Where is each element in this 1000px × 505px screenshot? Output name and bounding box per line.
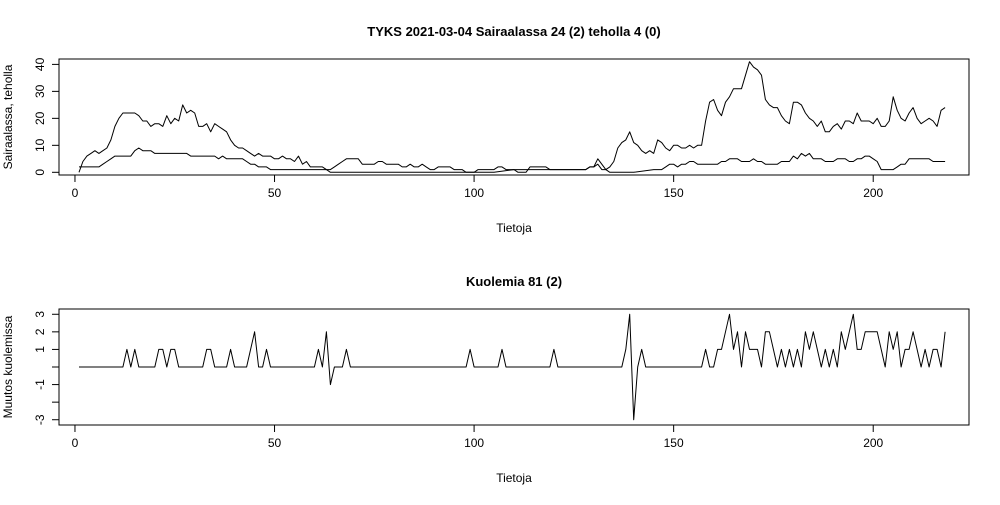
hospital-y-tick-label: 40 bbox=[33, 57, 47, 71]
panel-deaths-series bbox=[79, 313, 946, 421]
panel-deaths-x-axis-label: Tietoja bbox=[496, 471, 532, 485]
panel-deaths: Kuolemia 81 (2) Tietoja Muutos kuolemiss… bbox=[1, 274, 970, 485]
panel-deaths-y-axis-label: Muutos kuolemissa bbox=[1, 315, 15, 418]
hospital-y-tick-label: 20 bbox=[33, 111, 47, 125]
panel-hospital-title: TYKS 2021-03-04 Sairaalassa 24 (2) tehol… bbox=[367, 24, 660, 39]
hospital-x-tick-label: 50 bbox=[268, 186, 282, 200]
hospital-x-tick-label: 100 bbox=[464, 186, 484, 200]
panel-hospital-x-axis-label: Tietoja bbox=[496, 221, 532, 235]
panel-hospital: TYKS 2021-03-04 Sairaalassa 24 (2) tehol… bbox=[1, 24, 970, 235]
deaths-y-tick-label: 1 bbox=[33, 346, 47, 353]
panel-deaths-title: Kuolemia 81 (2) bbox=[466, 274, 562, 289]
panel-hospital-y-axis-label: Sairaalassa, teholla bbox=[1, 64, 15, 169]
deaths-x-tick-label: 150 bbox=[664, 436, 684, 450]
panel-deaths-ticks: 0 50 100 150 200 -3 -1 1 2 3 bbox=[33, 311, 884, 450]
deaths-y-tick-label: -1 bbox=[33, 379, 47, 390]
deaths-x-tick-label: 0 bbox=[72, 436, 79, 450]
hospital-x-tick-label: 0 bbox=[72, 186, 79, 200]
deaths-series-line-1 bbox=[79, 313, 946, 421]
hospital-series-line-2 bbox=[79, 147, 946, 173]
hospital-y-tick-label: 30 bbox=[33, 84, 47, 98]
deaths-y-tick-label: -3 bbox=[33, 414, 47, 425]
hospital-y-tick-label: 0 bbox=[33, 169, 47, 176]
deaths-x-tick-label: 100 bbox=[464, 436, 484, 450]
deaths-x-tick-label: 200 bbox=[863, 436, 883, 450]
hospital-x-tick-label: 200 bbox=[863, 186, 883, 200]
panel-hospital-ticks: 0 50 100 150 200 0 10 20 30 40 bbox=[33, 57, 884, 200]
panel-hospital-series bbox=[78, 61, 946, 173]
hospital-x-tick-label: 150 bbox=[664, 186, 684, 200]
deaths-y-tick-label: 2 bbox=[33, 328, 47, 335]
deaths-x-tick-label: 50 bbox=[268, 436, 282, 450]
hospital-y-tick-label: 10 bbox=[33, 138, 47, 152]
deaths-y-tick-label: 3 bbox=[33, 311, 47, 318]
